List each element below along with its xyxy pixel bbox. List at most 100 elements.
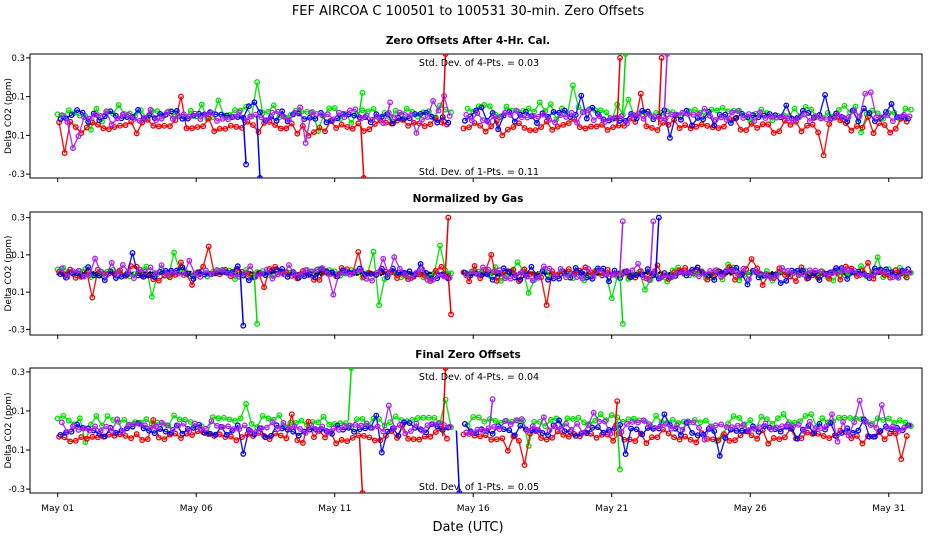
- data-point: [144, 436, 151, 443]
- data-point: [481, 418, 488, 425]
- panel-title: Normalized by Gas: [413, 193, 524, 205]
- data-point: [169, 426, 176, 433]
- panel-frame: [29, 211, 923, 336]
- data-point: [726, 437, 733, 444]
- data-point: [119, 111, 126, 118]
- data-point: [142, 115, 148, 121]
- data-point: [533, 120, 540, 126]
- data-point: [773, 272, 780, 279]
- data-point: [291, 270, 298, 277]
- x-tick-label: May 11: [318, 504, 351, 514]
- data-point: [374, 114, 381, 120]
- data-point: [866, 433, 873, 440]
- data-point: [870, 130, 877, 137]
- data-point: [877, 428, 884, 435]
- data-point: [507, 111, 514, 118]
- data-point: [114, 115, 121, 122]
- data-point: [795, 114, 802, 121]
- data-point: [865, 259, 871, 266]
- data-point: [906, 113, 913, 120]
- y-axis-label: Delta CO2 (ppm): [4, 78, 14, 154]
- data-point: [733, 114, 740, 121]
- data-point: [552, 119, 558, 126]
- data-point: [779, 113, 786, 120]
- data-point: [385, 402, 392, 409]
- data-point: [435, 107, 442, 114]
- data-point: [297, 426, 304, 432]
- std-dev-4pts-annotation: Std. Dev. of 4-Pts. = 0.03: [419, 58, 539, 69]
- data-point: [590, 273, 597, 280]
- data-point: [405, 122, 412, 129]
- data-point: [351, 112, 358, 119]
- data-point: [606, 278, 612, 285]
- data-point: [871, 433, 878, 440]
- data-point: [833, 265, 840, 272]
- data-point: [171, 249, 177, 256]
- data-point: [701, 436, 708, 443]
- data-point: [518, 269, 525, 276]
- data-point: [903, 274, 910, 281]
- data-point: [806, 118, 813, 125]
- data-point: [639, 431, 646, 438]
- data-point: [776, 436, 783, 443]
- data-point: [563, 113, 569, 120]
- data-point: [673, 111, 680, 118]
- data-point: [578, 269, 585, 276]
- data-point: [662, 272, 669, 279]
- data-point: [421, 123, 428, 130]
- data-point: [502, 109, 509, 116]
- data-point: [630, 415, 637, 422]
- data-point: [618, 113, 625, 120]
- data-point: [826, 275, 833, 282]
- data-point: [326, 421, 333, 428]
- data-point: [187, 107, 194, 114]
- data-point: [443, 435, 450, 442]
- data-point: [186, 428, 193, 435]
- data-point: [829, 270, 835, 277]
- data-point: [515, 437, 522, 444]
- data-point: [378, 449, 385, 456]
- data-point: [308, 268, 315, 275]
- data-point: [588, 269, 594, 276]
- data-point: [718, 274, 725, 280]
- data-point: [756, 424, 763, 431]
- data-point: [158, 115, 165, 122]
- data-point: [396, 265, 403, 272]
- data-point: [208, 418, 215, 425]
- data-point: [208, 271, 215, 278]
- data-point: [707, 267, 714, 274]
- data-point: [762, 420, 769, 427]
- data-point: [82, 439, 89, 446]
- data-point: [654, 434, 661, 441]
- plot-area: [54, 54, 914, 178]
- data-point: [419, 116, 425, 123]
- data-point: [568, 270, 575, 277]
- data-point: [549, 434, 556, 441]
- data-point: [248, 420, 255, 427]
- data-point: [729, 424, 736, 431]
- data-point: [302, 140, 309, 146]
- y-axis-label: Delta CO2 (ppm): [4, 392, 14, 468]
- data-point: [258, 425, 265, 432]
- data-point: [873, 424, 880, 431]
- data-point: [722, 111, 729, 118]
- data-point: [297, 104, 304, 111]
- data-point: [479, 427, 486, 434]
- data-point: [166, 123, 173, 130]
- data-point: [463, 429, 470, 436]
- data-point: [363, 275, 370, 282]
- data-point: [733, 427, 740, 434]
- data-point: [81, 425, 87, 432]
- data-point: [678, 431, 684, 438]
- data-point: [65, 107, 72, 114]
- data-point: [565, 433, 572, 440]
- data-point: [371, 437, 378, 444]
- data-point: [389, 120, 396, 127]
- data-point: [660, 119, 666, 126]
- data-point: [881, 122, 888, 129]
- data-point: [148, 293, 155, 300]
- data-point: [556, 275, 563, 282]
- data-point: [661, 411, 668, 418]
- data-point: [572, 432, 579, 439]
- data-point: [557, 265, 564, 272]
